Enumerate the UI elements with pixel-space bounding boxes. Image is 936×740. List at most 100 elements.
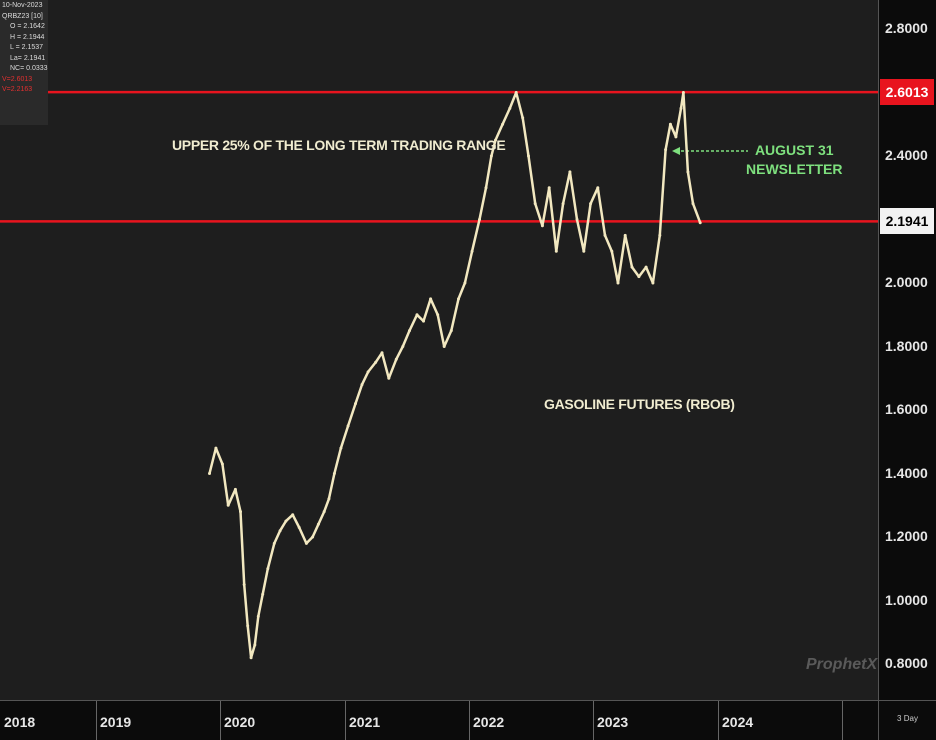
- y-tick-label: 1.0000: [885, 591, 928, 608]
- price-point: [478, 218, 481, 221]
- price-point: [514, 91, 518, 94]
- price-point: [630, 265, 634, 269]
- price-point: [284, 519, 288, 523]
- price-point: [408, 329, 411, 333]
- price-point: [272, 541, 276, 545]
- newsletter-arrowhead: [672, 147, 680, 155]
- price-point: [291, 513, 295, 517]
- x-tick-label: 2019: [100, 714, 132, 730]
- price-point: [266, 567, 270, 571]
- info-v2: V=2.2163: [2, 86, 33, 93]
- price-point: [449, 329, 453, 333]
- price-point: [686, 170, 690, 174]
- price-point: [220, 462, 224, 466]
- y-tick-label: 1.6000: [885, 401, 928, 417]
- price-point: [304, 541, 308, 545]
- price-point: [332, 472, 336, 475]
- price-point: [401, 345, 405, 348]
- price-point: [436, 313, 440, 317]
- y-tick-label: 2.8000: [885, 20, 928, 36]
- info-low: L = 2.1537: [10, 44, 44, 51]
- price-point: [322, 510, 326, 514]
- price-point: [354, 402, 357, 406]
- price-point: [651, 281, 655, 285]
- price-point: [463, 281, 467, 285]
- timeframe-label[interactable]: 3 Day: [878, 700, 936, 740]
- price-point: [297, 526, 301, 529]
- y-axis[interactable]: [878, 0, 936, 700]
- price-point: [540, 224, 544, 228]
- price-point: [527, 154, 530, 158]
- price-point: [278, 529, 282, 533]
- x-tick-label: 2024: [722, 714, 754, 730]
- series-label: GASOLINE FUTURES (RBOB): [544, 396, 735, 412]
- price-point: [603, 233, 607, 237]
- price-point: [249, 656, 253, 660]
- price-point: [691, 202, 695, 206]
- price-point: [668, 122, 672, 126]
- y-tick-label: 2.0000: [885, 274, 928, 290]
- x-tick-separator: [718, 701, 719, 740]
- y-tick-label: 2.4000: [885, 147, 928, 163]
- y-tick-label: 1.8000: [885, 337, 928, 354]
- price-point: [561, 202, 565, 206]
- price-point: [242, 583, 246, 587]
- newsletter-line2: NEWSLETTER: [746, 161, 843, 177]
- x-tick-separator: [469, 701, 470, 740]
- x-tick-separator: [96, 701, 97, 740]
- price-level-box-2: 2.1941: [880, 208, 934, 235]
- x-tick-separator: [345, 701, 346, 740]
- price-point: [246, 624, 250, 628]
- price-point: [394, 357, 398, 361]
- info-symbol: QRBZ23 [10]: [2, 12, 43, 20]
- price-point: [415, 313, 419, 317]
- price-point: [508, 106, 512, 110]
- price-point: [681, 91, 685, 94]
- price-point: [582, 249, 586, 253]
- price-point: [457, 297, 460, 301]
- price-point: [698, 221, 702, 225]
- prophetx-logo: ProphetX: [806, 656, 878, 673]
- y-tick-label: 0.8000: [885, 655, 928, 671]
- info-v1: V=2.6013: [2, 75, 33, 83]
- newsletter-line1: AUGUST 31: [754, 142, 834, 158]
- price-point: [339, 446, 343, 450]
- price-point: [316, 522, 320, 526]
- price-point: [214, 446, 218, 450]
- price-point: [470, 249, 474, 253]
- price-point: [674, 135, 678, 139]
- price-point: [233, 487, 237, 491]
- price-point: [261, 592, 265, 596]
- price-point: [360, 383, 364, 387]
- price-point: [327, 497, 331, 501]
- price-point: [256, 614, 260, 618]
- price-point: [616, 281, 620, 285]
- price-point: [623, 233, 627, 237]
- price-point: [380, 351, 384, 355]
- x-tick-separator: [593, 701, 594, 740]
- x-tick-label: 2022: [473, 714, 505, 730]
- x-axis[interactable]: [0, 700, 878, 740]
- price-level-box-1: 2.6013: [880, 79, 934, 106]
- price-point: [429, 297, 433, 301]
- price-point: [387, 376, 391, 380]
- x-tick-label: 2023: [597, 714, 629, 730]
- info-open: O = 2.1642: [10, 23, 45, 30]
- info-high: H = 2.1944: [10, 33, 45, 41]
- quote-info-box: 10-Nov-2023 QRBZ23 [10] O = 2.1642 H = 2…: [0, 0, 48, 125]
- price-point: [239, 510, 242, 514]
- x-tick-label: 2018: [4, 714, 36, 730]
- price-point: [533, 202, 537, 206]
- price-point: [637, 275, 641, 279]
- x-tick-separator: [842, 701, 843, 740]
- price-point: [253, 643, 257, 647]
- newsletter-annotation: AUGUST 31 NEWSLETTER: [746, 141, 842, 179]
- info-net-change: NC= 0.0333: [10, 65, 48, 72]
- chart-plot-area[interactable]: [0, 0, 878, 700]
- price-point: [501, 122, 505, 126]
- info-date: 10-Nov-2023: [2, 2, 43, 9]
- price-point: [575, 218, 579, 221]
- price-chart: [0, 90, 878, 660]
- price-point: [679, 106, 683, 110]
- price-point: [610, 249, 614, 253]
